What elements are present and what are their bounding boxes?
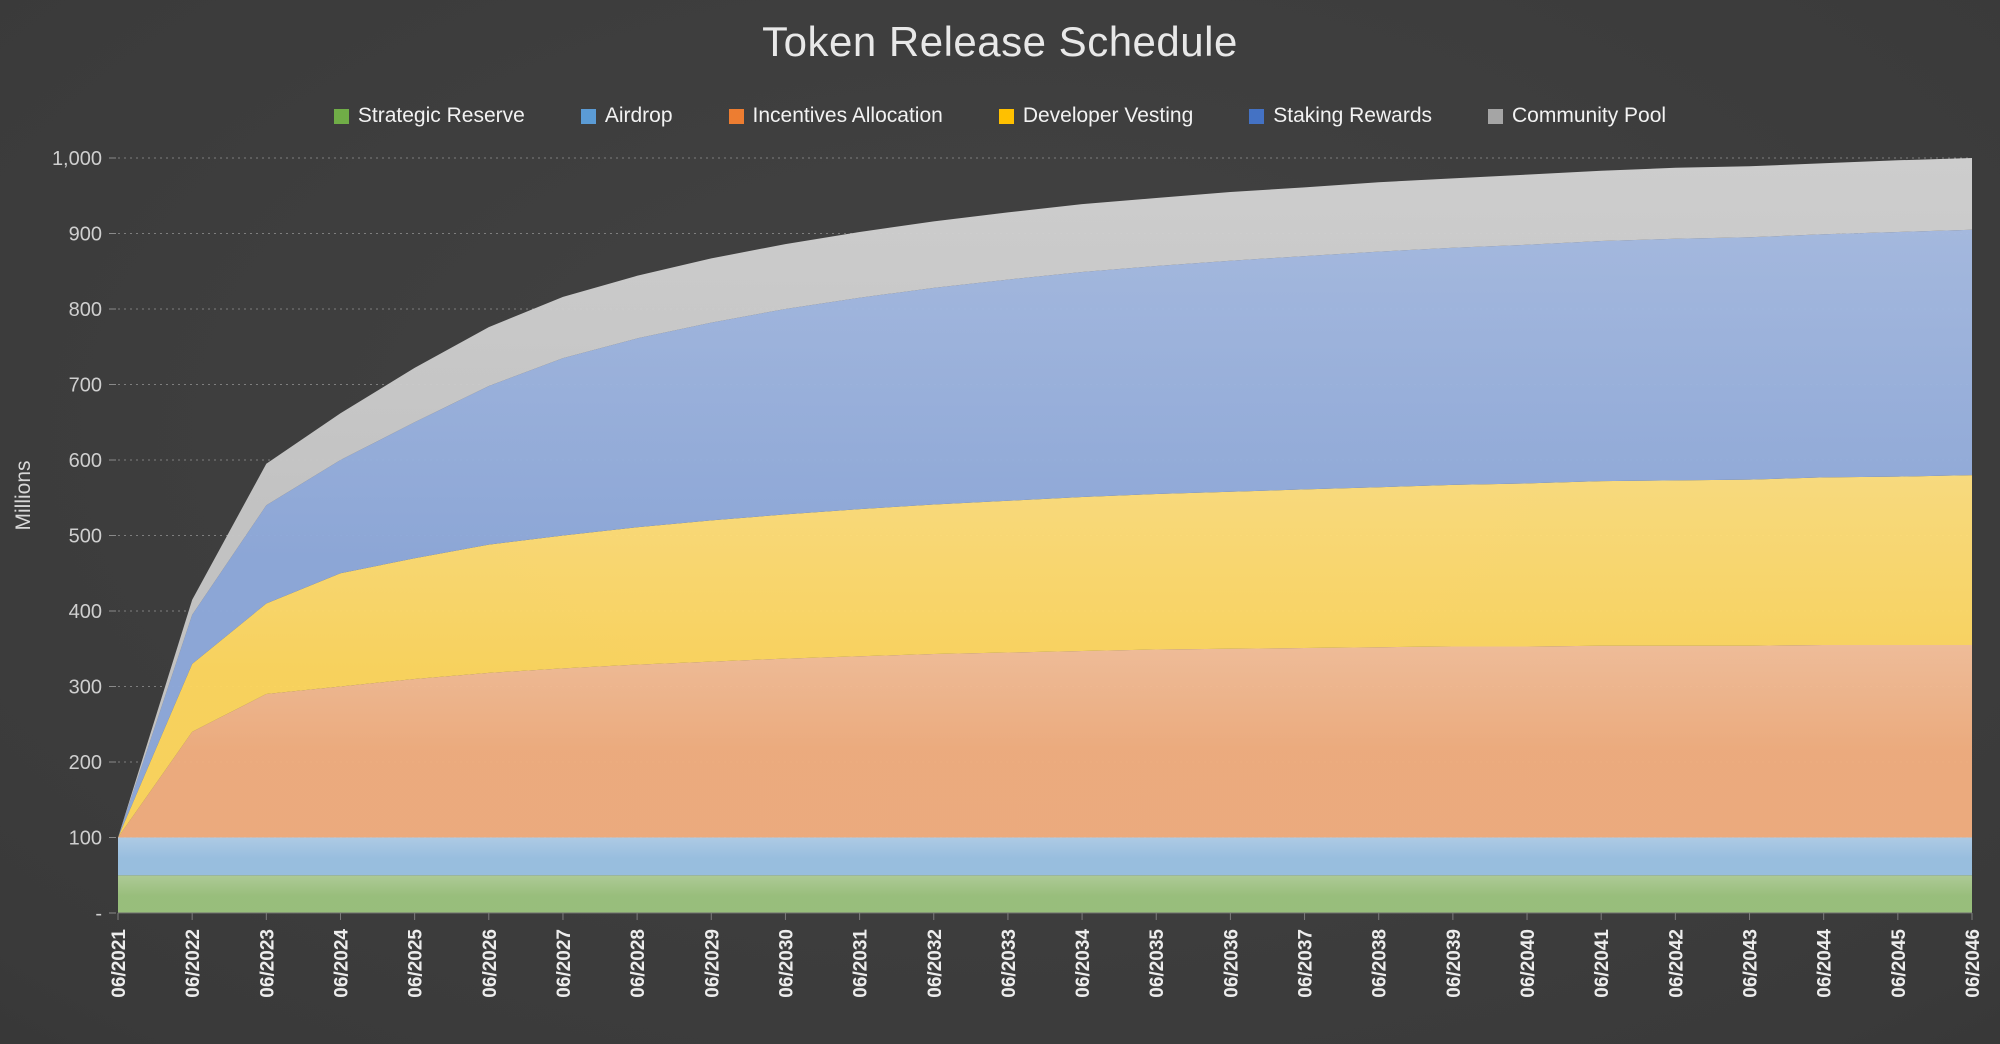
- x-tick-label: 06/2033: [999, 929, 1020, 998]
- legend-item-staking-rewards[interactable]: Staking Rewards: [1249, 104, 1432, 128]
- x-tick-label: 06/2031: [851, 929, 872, 998]
- chart-title: Token Release Schedule: [762, 18, 1238, 65]
- y-tick-label: 400: [69, 601, 102, 623]
- y-tick-label: 100: [69, 828, 102, 850]
- legend-label: Airdrop: [604, 104, 673, 127]
- y-tick-label: 200: [69, 752, 102, 774]
- legend-swatch-icon: [998, 108, 1014, 124]
- legend-item-developer-vesting[interactable]: Developer Vesting: [998, 104, 1194, 128]
- y-tick-label: 1,000: [52, 148, 102, 170]
- legend: Strategic Reserve Airdrop Incentives Alloc…: [0, 104, 2000, 128]
- legend-label: Incentives Allocation: [752, 104, 943, 127]
- x-tick-label: 06/2045: [1889, 929, 1910, 998]
- x-tick-label: 06/2035: [1147, 929, 1168, 998]
- x-tick-label: 06/2038: [1370, 929, 1391, 998]
- x-tick-label: 06/2029: [702, 929, 723, 998]
- legend-item-community-pool[interactable]: Community Pool: [1488, 104, 1666, 128]
- x-tick-label: 06/2024: [331, 929, 352, 998]
- x-tick-label: 06/2043: [1741, 929, 1762, 998]
- y-tick-label: 600: [69, 450, 102, 472]
- x-tick-label: 06/2021: [109, 929, 130, 998]
- area-incentives-allocation: [118, 645, 1972, 838]
- y-tick-label: 900: [69, 224, 102, 246]
- x-tick-label: 06/2041: [1592, 929, 1613, 998]
- x-tick-label: 06/2044: [1815, 929, 1836, 998]
- area-strategic-reserve: [118, 875, 1972, 913]
- x-tick-label: 06/2026: [480, 929, 501, 998]
- legend-label: Strategic Reserve: [357, 104, 525, 127]
- x-tick-label: 06/2028: [628, 929, 649, 998]
- legend-label: Developer Vesting: [1022, 104, 1194, 127]
- legend-swatch-icon: [1488, 108, 1504, 124]
- x-tick-label: 06/2025: [406, 929, 427, 998]
- x-tick-label: 06/2027: [554, 929, 575, 998]
- x-tick-label: 06/2022: [183, 929, 204, 998]
- x-tick-label: 06/2034: [1073, 929, 1094, 998]
- legend-item-strategic-reserve[interactable]: Strategic Reserve: [333, 104, 525, 128]
- x-tick-label: 06/2030: [776, 929, 797, 998]
- area-staking-rewards: [118, 229, 1972, 838]
- area-developer-vesting: [118, 475, 1972, 838]
- y-tick-label: 300: [69, 677, 102, 699]
- y-axis-title: Millions: [12, 460, 35, 530]
- legend-item-airdrop[interactable]: Airdrop: [580, 104, 673, 128]
- x-tick-label: 06/2046: [1963, 929, 1984, 998]
- x-tick-label: 06/2036: [1221, 929, 1242, 998]
- x-tick-label: 06/2037: [1296, 929, 1317, 998]
- legend-swatch-icon: [728, 108, 744, 124]
- legend-swatch-icon: [1249, 108, 1265, 124]
- legend-label: Community Pool: [1512, 104, 1667, 127]
- legend-label: Staking Rewards: [1273, 104, 1433, 127]
- y-tick-label: 700: [69, 375, 102, 397]
- legend-item-incentives-allocation[interactable]: Incentives Allocation: [728, 104, 943, 128]
- y-tick-label: 800: [69, 299, 102, 321]
- x-tick-label: 06/2032: [925, 929, 946, 998]
- area-community-pool: [118, 158, 1972, 838]
- x-tick-label: 06/2042: [1666, 929, 1687, 998]
- legend-swatch-icon: [333, 108, 349, 124]
- x-tick-label: 06/2023: [257, 929, 278, 998]
- legend-swatch-icon: [580, 108, 596, 124]
- x-tick-label: 06/2039: [1444, 929, 1465, 998]
- x-tick-label: 06/2040: [1518, 929, 1539, 998]
- y-tick-label: 500: [69, 526, 102, 548]
- y-tick-label: -: [95, 903, 102, 925]
- area-airdrop: [118, 837, 1972, 876]
